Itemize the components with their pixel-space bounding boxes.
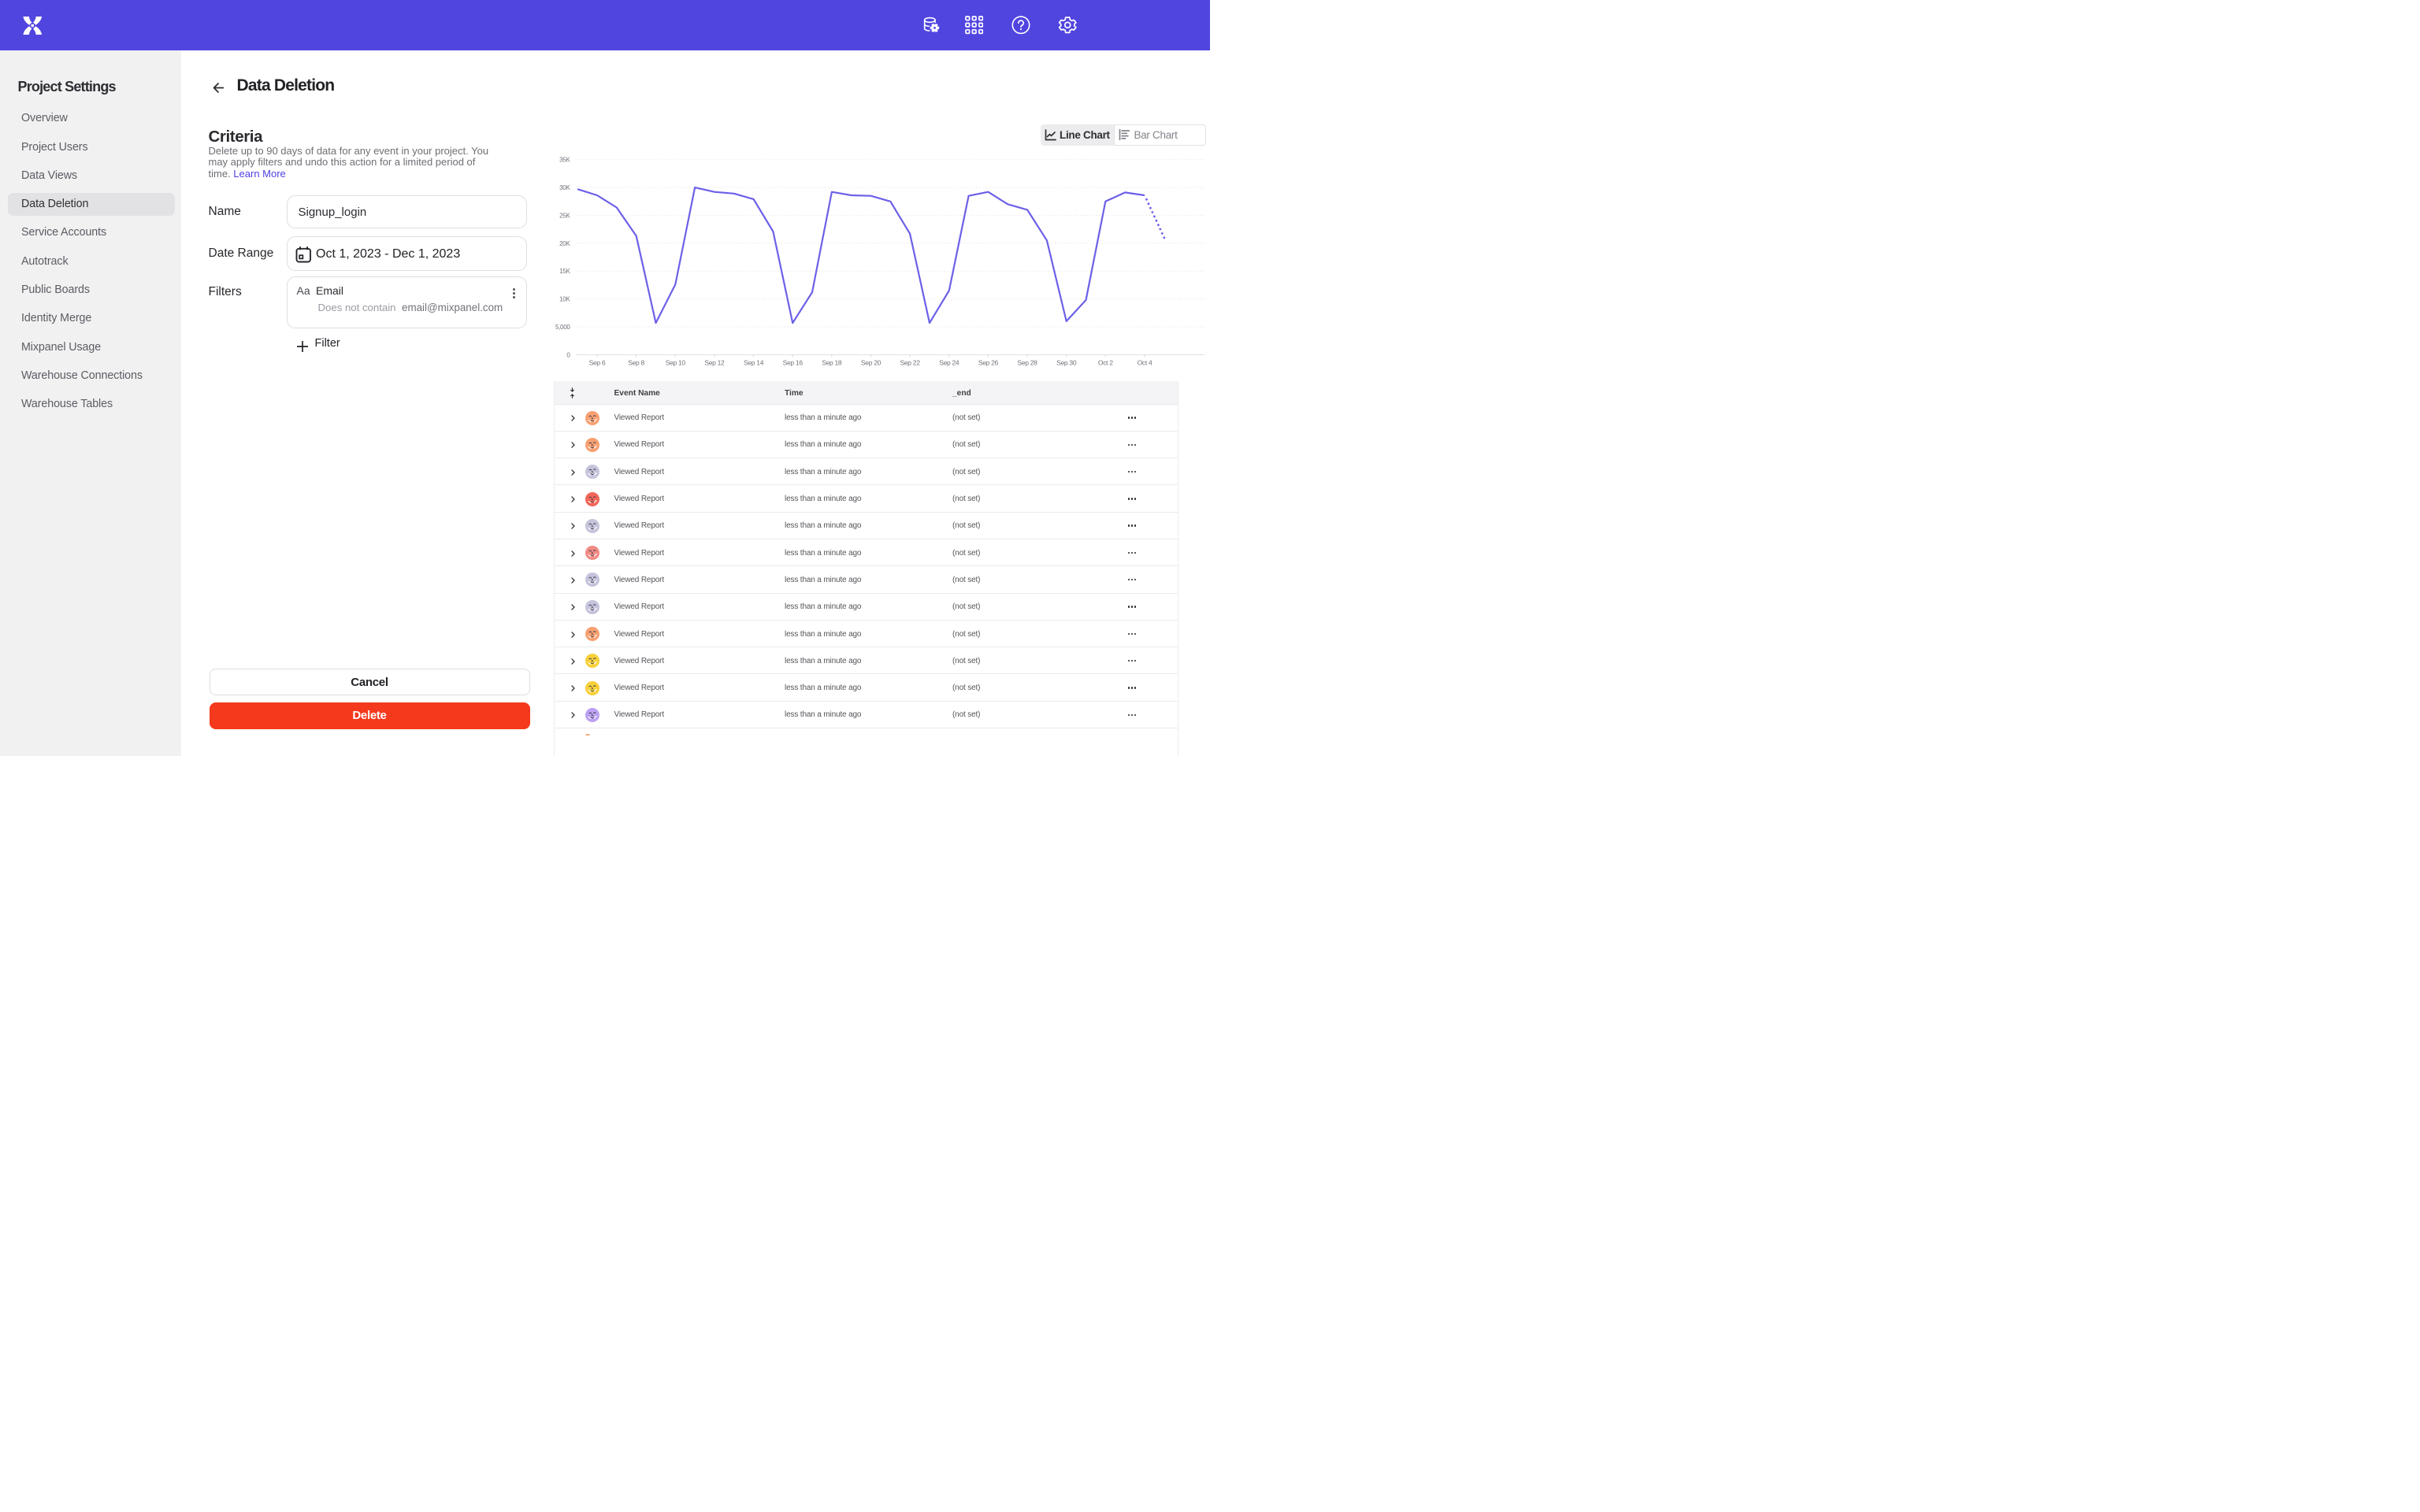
svg-text:Oct 4: Oct 4 (1138, 359, 1152, 367)
svg-text:Oct 2: Oct 2 (1098, 359, 1113, 367)
svg-text:25K: 25K (559, 212, 570, 219)
svg-text:Sep 18: Sep 18 (822, 359, 842, 367)
svg-text:Sep 30: Sep 30 (1056, 359, 1077, 367)
svg-text:Sep 12: Sep 12 (704, 359, 725, 367)
svg-text:Sep 20: Sep 20 (861, 359, 882, 367)
svg-text:Sep 28: Sep 28 (1017, 359, 1037, 367)
svg-text:5,000: 5,000 (555, 324, 570, 331)
svg-text:Sep 6: Sep 6 (589, 359, 606, 367)
svg-text:Sep 10: Sep 10 (666, 359, 686, 367)
svg-text:20K: 20K (559, 240, 570, 247)
svg-text:Sep 24: Sep 24 (939, 359, 959, 367)
svg-text:15K: 15K (559, 268, 570, 275)
svg-text:35K: 35K (559, 157, 570, 164)
svg-text:Sep 16: Sep 16 (783, 359, 804, 367)
svg-text:Sep 26: Sep 26 (978, 359, 999, 367)
svg-text:Sep 8: Sep 8 (628, 359, 644, 367)
svg-text:10K: 10K (559, 296, 570, 303)
svg-text:0: 0 (566, 351, 570, 358)
svg-text:30K: 30K (559, 184, 570, 191)
svg-text:Sep 14: Sep 14 (744, 359, 764, 367)
svg-text:Sep 22: Sep 22 (900, 359, 921, 367)
